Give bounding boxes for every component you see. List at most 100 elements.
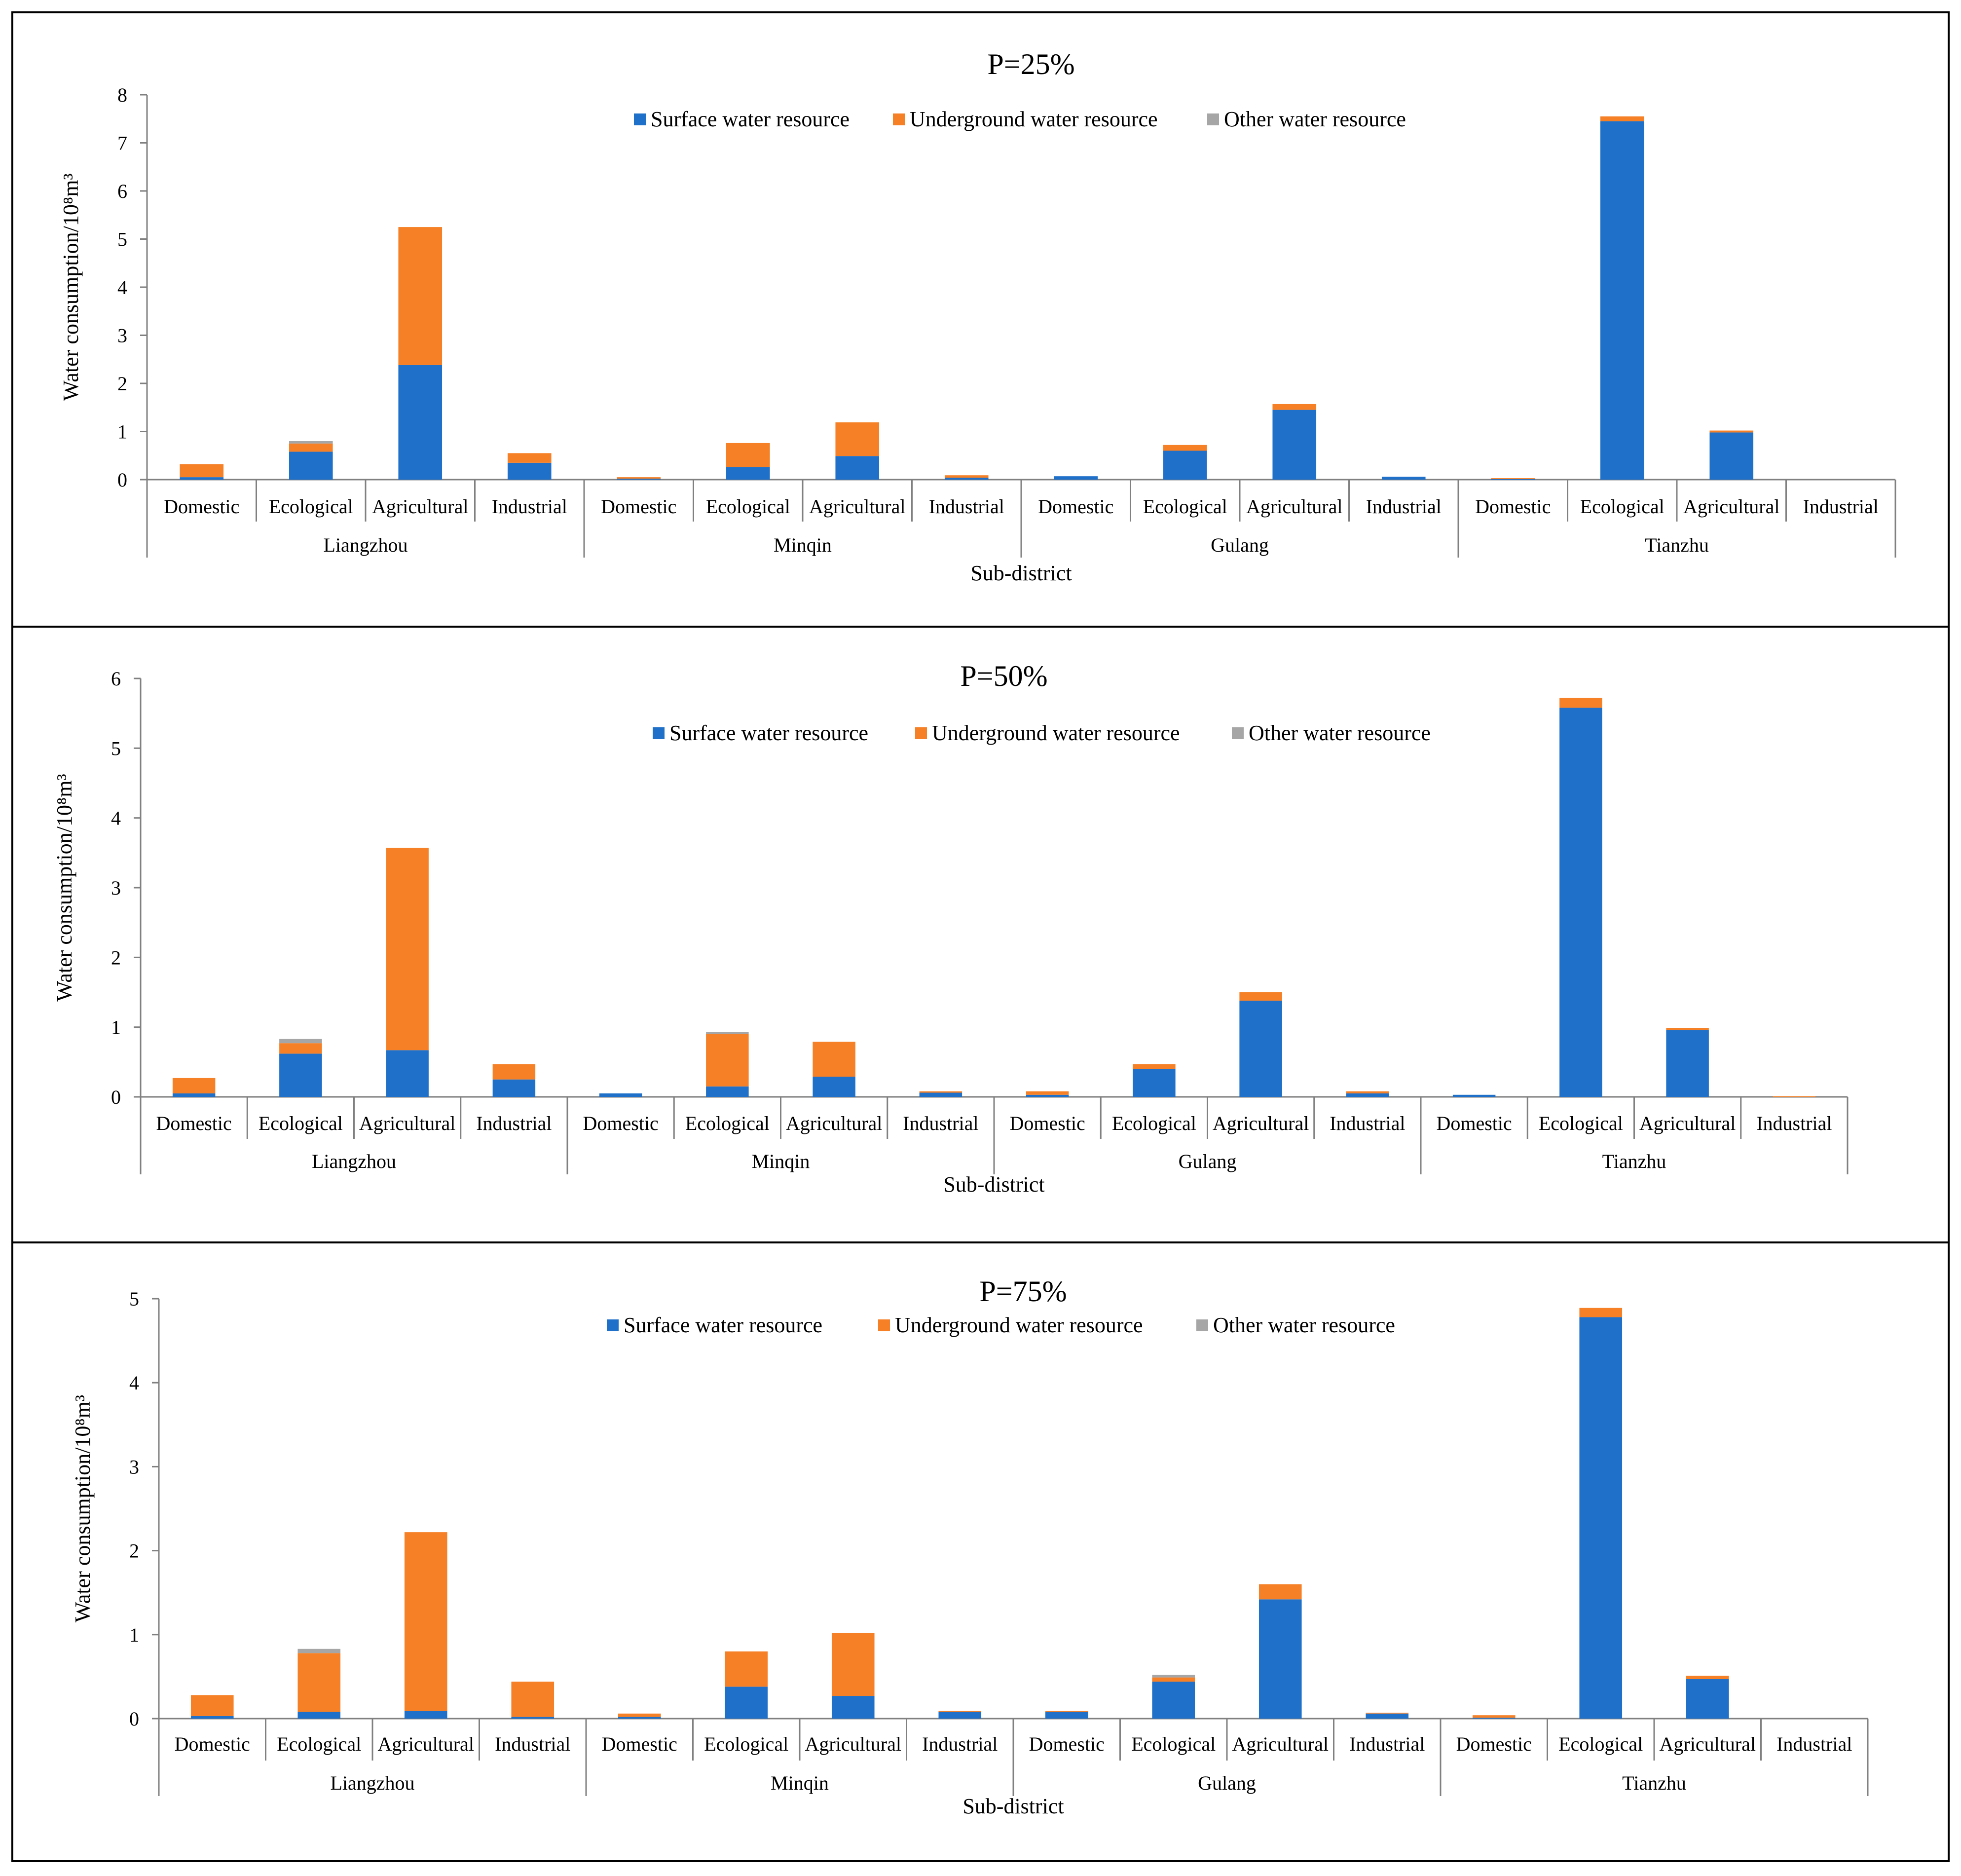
bar-segment-underground [1366,1713,1409,1714]
x-group-label: Minqin [774,534,832,556]
x-group-label: Gulang [1211,534,1269,556]
bar-segment-surface [1045,1712,1088,1719]
bar-segment-surface [404,1711,447,1719]
bar-segment-underground [180,464,224,478]
bar-segment-underground [1773,1096,1816,1097]
bar-segment-underground [172,1078,216,1093]
bar-segment-surface [617,479,661,480]
x-category-label: Industrial [929,495,1004,518]
bar-segment-underground [831,1633,875,1696]
x-group-label: Liangzhou [312,1150,396,1172]
legend-swatch-2 [915,727,927,739]
bar-segment-underground [1239,992,1282,1001]
bar-segment-surface [1163,450,1207,480]
bar-segment-surface [1026,1094,1069,1097]
x-group-label: Tianzhu [1645,534,1709,556]
y-tick-label: 4 [117,276,127,299]
x-category-label: Agricultural [1639,1112,1736,1134]
bar-segment-surface [190,1716,234,1719]
x-category-label: Agricultural [1213,1112,1309,1134]
y-tick-label: 3 [129,1456,139,1478]
x-group-label: Gulang [1198,1772,1256,1794]
legend-label-3: Other water resource [1249,721,1431,745]
x-category-label: Domestic [156,1112,231,1134]
chart-title: P=50% [960,660,1047,692]
bar-segment-other [706,1032,749,1034]
bar-segment-surface [599,1093,642,1097]
x-category-label: Agricultural [372,495,469,518]
bar-segment-underground [1666,1028,1709,1030]
bar-segment-underground [617,477,661,479]
bar-segment-underground [1472,1715,1516,1718]
bar-segment-surface [831,1696,875,1719]
legend-swatch-1 [607,1319,619,1331]
bar-segment-underground [706,1034,749,1087]
bar-segment-underground [1045,1711,1088,1712]
bar-segment-surface [1346,1093,1389,1097]
x-category-label: Ecological [704,1733,788,1755]
bar-segment-underground [404,1532,447,1711]
x-category-label: Domestic [1456,1733,1532,1755]
y-tick-label: 4 [111,807,121,829]
x-category-label: Agricultural [359,1112,456,1134]
x-category-label: Industrial [1803,495,1879,518]
x-category-label: Industrial [922,1733,998,1755]
bar-segment-underground [279,1043,322,1054]
legend-swatch-2 [893,113,905,125]
bar-segment-surface [1491,479,1535,480]
y-tick-label: 2 [111,946,121,969]
x-category-label: Industrial [1756,1112,1832,1134]
y-axis-title: Water consumption/10⁸m³ [52,774,76,1001]
legend-label-1: Surface water resource [669,721,868,745]
legend-label-1: Surface water resource [624,1313,822,1337]
y-tick-label: 1 [117,421,127,443]
x-category-label: Ecological [1558,1733,1643,1755]
bar-segment-underground [944,475,989,478]
bar-segment-underground [1163,445,1207,451]
x-category-label: Agricultural [1683,495,1780,518]
legend-swatch-3 [1196,1319,1208,1331]
bar-segment-surface [919,1092,962,1097]
bar-segment-underground [289,443,333,452]
x-category-label: Agricultural [1232,1733,1329,1755]
legend-label-3: Other water resource [1213,1313,1395,1337]
x-category-label: Ecological [1143,495,1227,518]
bar-segment-surface [1133,1069,1176,1097]
x-category-label: Domestic [602,1733,677,1755]
bar-segment-surface [492,1079,536,1097]
y-tick-label: 7 [117,132,127,154]
bar-segment-other [279,1039,322,1044]
legend-label-3: Other water resource [1224,107,1406,131]
x-category-label: Domestic [175,1733,250,1755]
bar-segment-underground [511,1682,555,1717]
x-category-label: Agricultural [1246,495,1343,518]
x-group-label: Liangzhou [323,534,407,556]
bar-segment-surface [726,467,770,480]
x-group-label: Tianzhu [1602,1150,1666,1172]
bar-segment-surface [386,1050,429,1097]
bar-segment-surface [1366,1713,1409,1719]
chart-title: P=25% [987,48,1074,80]
bar-segment-surface [1666,1030,1709,1097]
x-category-label: Agricultural [809,495,906,518]
bar-segment-underground [398,227,443,365]
legend-label-2: Underground water resource [895,1313,1143,1337]
y-tick-label: 0 [111,1086,121,1108]
bar-segment-surface [813,1077,855,1097]
y-tick-label: 6 [117,180,127,202]
bar-segment-surface [289,451,333,480]
y-tick-label: 1 [129,1624,139,1646]
y-tick-label: 0 [117,469,127,491]
x-category-label: Domestic [1475,495,1551,518]
y-tick-label: 3 [117,325,127,347]
legend-swatch-2 [878,1319,890,1331]
y-tick-label: 0 [129,1708,139,1730]
legend-label-2: Underground water resource [932,721,1180,745]
bar-segment-surface [398,365,443,480]
bar-segment-underground [297,1653,341,1712]
bar-segment-underground [492,1064,536,1080]
x-category-label: Domestic [1009,1112,1085,1134]
bar-segment-other [289,441,333,444]
x-category-label: Industrial [1330,1112,1405,1134]
